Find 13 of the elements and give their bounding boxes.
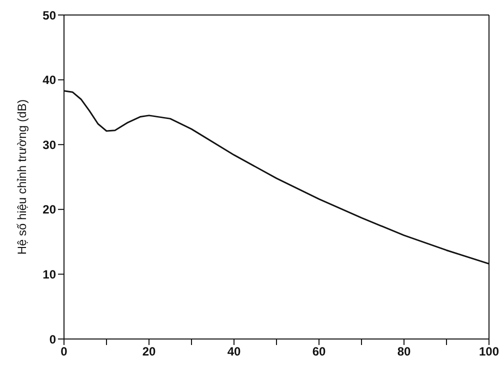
y-tick-label: 0: [49, 332, 56, 346]
x-tick-label: 20: [142, 344, 156, 359]
x-tick-label: 80: [397, 344, 411, 359]
y-tick-label: 20: [42, 202, 56, 217]
y-axis-title: Hệ số hiệu chỉnh trường (dB): [15, 99, 29, 255]
x-tick-label: 0: [60, 344, 68, 359]
x-tick-label: 60: [312, 344, 326, 359]
x-tick-label: 40: [227, 344, 241, 359]
y-tick-label: 10: [42, 267, 56, 282]
y-tick-label: 30: [42, 138, 56, 152]
y-tick-label: 40: [42, 73, 56, 88]
x-tick-label: 100: [478, 344, 500, 359]
y-tick-label: 50: [42, 8, 56, 22]
